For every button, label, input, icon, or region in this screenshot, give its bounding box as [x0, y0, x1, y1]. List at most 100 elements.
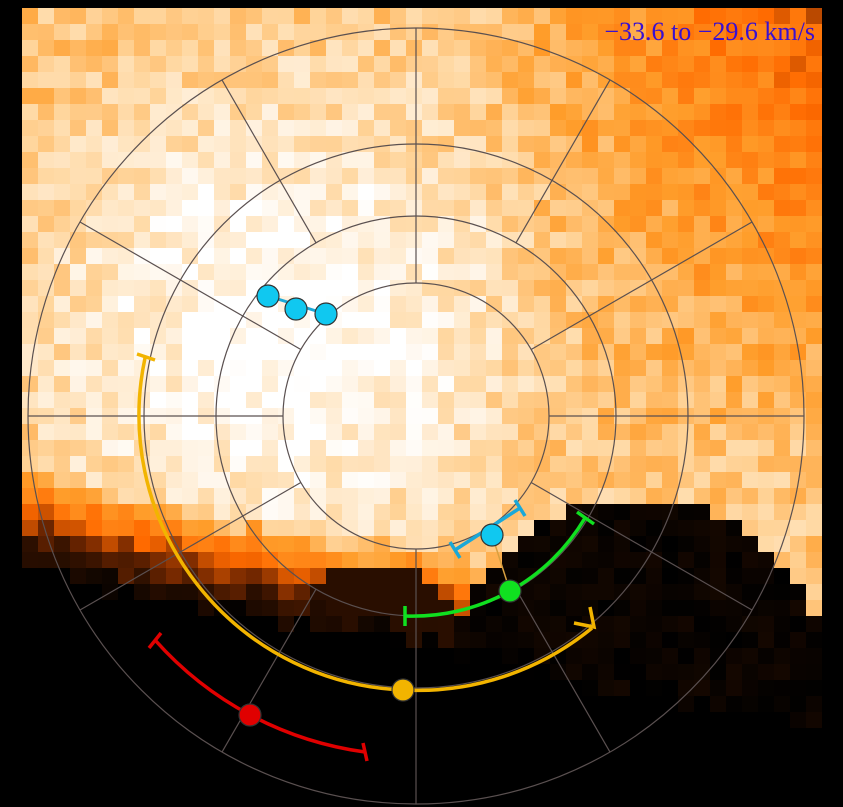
pixel — [630, 744, 647, 761]
pixel — [566, 104, 583, 121]
pixel — [262, 680, 279, 697]
pixel — [454, 328, 471, 345]
pixel — [710, 456, 727, 473]
pixel — [214, 776, 231, 793]
pixel — [54, 520, 71, 537]
pixel — [22, 792, 39, 807]
pixel — [310, 232, 327, 249]
pixel — [422, 152, 439, 169]
pixel — [678, 552, 695, 569]
pixel — [262, 696, 279, 713]
pixel — [214, 152, 231, 169]
pixel — [806, 280, 823, 297]
pixel — [278, 792, 295, 807]
pixel — [726, 216, 743, 233]
pixel — [358, 760, 375, 777]
pixel — [358, 88, 375, 105]
pixel — [294, 232, 311, 249]
pixel — [662, 232, 679, 249]
pixel — [214, 552, 231, 569]
pixel — [662, 472, 679, 489]
pixel — [198, 264, 215, 281]
pixel — [38, 728, 55, 745]
pixel — [502, 216, 519, 233]
pixel — [358, 264, 375, 281]
pixel — [662, 376, 679, 393]
pixel — [182, 136, 199, 153]
pixel — [358, 312, 375, 329]
pixel — [134, 56, 151, 73]
pixel — [646, 504, 663, 521]
pixel — [230, 648, 247, 665]
pixel — [342, 232, 359, 249]
pixel — [534, 536, 551, 553]
pixel — [726, 552, 743, 569]
pixel — [742, 200, 759, 217]
pixel — [342, 328, 359, 345]
pixel — [550, 344, 567, 361]
pixel — [342, 360, 359, 377]
pixel — [374, 648, 391, 665]
pixel — [342, 120, 359, 137]
pixel — [246, 24, 263, 41]
pixel — [502, 376, 519, 393]
pixel — [582, 168, 599, 185]
pixel — [438, 232, 455, 249]
pixel — [214, 504, 231, 521]
pixel — [486, 152, 503, 169]
pixel — [230, 552, 247, 569]
pixel — [742, 296, 759, 313]
pixel — [22, 344, 39, 361]
pixel — [278, 392, 295, 409]
pixel — [278, 264, 295, 281]
pixel — [86, 472, 103, 489]
pixel — [38, 696, 55, 713]
pixel — [182, 504, 199, 521]
pixel — [342, 584, 359, 601]
cyan-dot — [481, 524, 503, 546]
pixel — [518, 136, 535, 153]
pixel — [390, 72, 407, 89]
pixel — [678, 536, 695, 553]
yellow-dot — [392, 679, 414, 701]
pixel — [598, 648, 615, 665]
pixel — [102, 568, 119, 585]
pixel — [310, 680, 327, 697]
pixel — [70, 40, 87, 57]
pixel — [86, 360, 103, 377]
pixel — [438, 664, 455, 681]
pixel — [454, 744, 471, 761]
pixel — [454, 632, 471, 649]
pixel — [614, 168, 631, 185]
pixel — [262, 760, 279, 777]
pixel — [486, 248, 503, 265]
pixel — [790, 680, 807, 697]
pixel — [374, 568, 391, 585]
pixel — [694, 216, 711, 233]
pixel — [294, 792, 311, 807]
pixel — [582, 584, 599, 601]
pixel — [758, 712, 775, 729]
pixel — [406, 56, 423, 73]
pixel — [598, 104, 615, 121]
pixel — [38, 456, 55, 473]
cyan-dot — [315, 303, 337, 325]
pixel — [582, 104, 599, 121]
pixel — [790, 136, 807, 153]
pixel — [534, 104, 551, 121]
pixel — [214, 312, 231, 329]
pixel — [518, 744, 535, 761]
pixel — [86, 232, 103, 249]
pixel — [54, 88, 71, 105]
pixel — [182, 456, 199, 473]
pixel — [550, 24, 567, 41]
pixel — [422, 472, 439, 489]
pixel — [262, 264, 279, 281]
pixel — [550, 312, 567, 329]
pixel — [86, 696, 103, 713]
pixel — [774, 104, 791, 121]
pixel — [406, 88, 423, 105]
pixel — [758, 216, 775, 233]
pixel — [486, 696, 503, 713]
pixel — [214, 536, 231, 553]
